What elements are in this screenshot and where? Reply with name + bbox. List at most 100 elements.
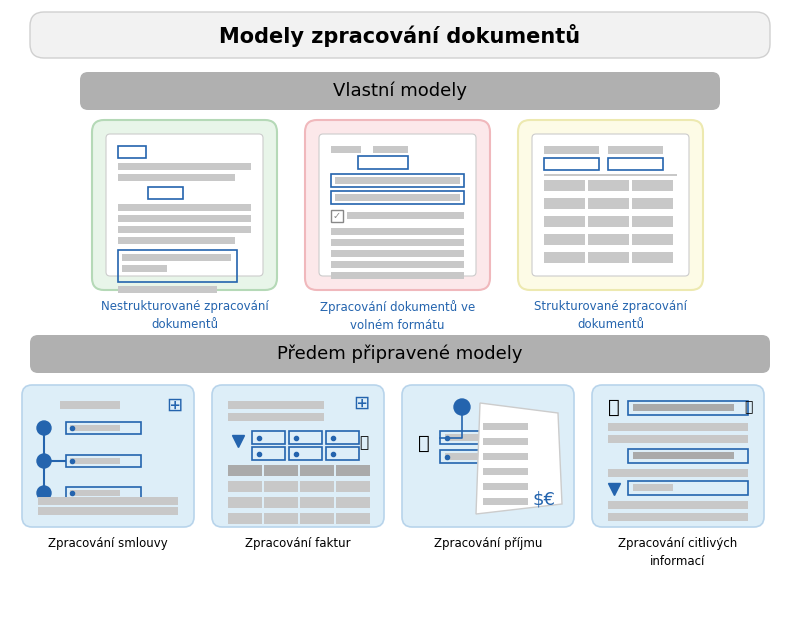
Bar [331,210,343,222]
Bar [228,401,324,409]
Text: ✓: ✓ [333,211,341,221]
Text: Zpracování citlivých
informací: Zpracování citlivých informací [618,537,738,568]
Bar [544,234,585,245]
FancyBboxPatch shape [305,120,490,290]
Bar [118,204,251,211]
Bar [300,465,334,476]
Bar [66,455,141,467]
Bar [228,465,262,476]
Bar [118,215,251,222]
FancyBboxPatch shape [532,134,689,276]
Bar [252,431,285,444]
Circle shape [37,421,51,435]
Text: 🪪: 🪪 [744,400,752,414]
Bar [252,447,285,460]
Bar [66,487,141,499]
Text: ⊞: ⊞ [353,394,369,413]
Bar [632,216,673,227]
Bar [228,413,324,421]
Circle shape [37,454,51,468]
Bar [70,458,120,464]
Bar [228,513,262,524]
Text: $€: $€ [533,490,555,508]
Bar [628,401,748,415]
Bar [264,465,298,476]
Bar [632,234,673,245]
Bar [331,174,464,187]
Bar [335,177,460,184]
Text: Zpracování příjmu: Zpracování příjmu [434,537,542,550]
Bar [544,174,677,176]
Bar [38,507,178,515]
Text: 📞: 📞 [418,434,430,452]
Bar [289,447,322,460]
FancyBboxPatch shape [592,385,764,527]
FancyBboxPatch shape [30,12,770,58]
Bar [445,453,480,460]
Text: Zpracování smlouvy: Zpracování smlouvy [48,537,168,550]
Bar [628,481,748,495]
Bar [632,180,673,191]
FancyBboxPatch shape [80,72,720,110]
FancyBboxPatch shape [22,385,194,527]
Bar [608,158,663,170]
Bar [326,447,359,460]
Bar [347,212,464,219]
Bar [483,483,528,490]
FancyBboxPatch shape [518,120,703,290]
Bar [122,265,167,272]
Bar [331,261,464,268]
Circle shape [454,399,470,415]
Bar [264,481,298,492]
Bar [608,146,663,154]
FancyBboxPatch shape [30,335,770,373]
Bar [331,272,464,279]
Bar [544,146,599,154]
Bar [326,431,359,444]
Bar [483,438,528,445]
Text: ⊞: ⊞ [166,396,182,415]
Bar [335,194,460,201]
Bar [608,501,748,509]
Bar [544,252,585,263]
Bar [608,435,748,443]
Bar [483,423,528,430]
Text: Vlastní modely: Vlastní modely [333,82,467,100]
Bar [336,465,370,476]
Bar [66,422,141,434]
Bar [483,453,528,460]
Bar [588,234,629,245]
Polygon shape [476,403,562,514]
Bar [228,497,262,508]
Bar [118,146,146,158]
Bar [373,146,408,153]
Bar [544,198,585,209]
Bar [300,481,334,492]
FancyBboxPatch shape [106,134,263,276]
Bar [445,434,480,441]
Bar [544,158,599,170]
Bar [608,423,748,431]
Bar [588,216,629,227]
Bar [633,484,673,491]
Bar [440,431,495,444]
Bar [331,146,361,153]
Bar [544,216,585,227]
Bar [118,174,235,181]
Bar [264,513,298,524]
Bar [118,250,237,282]
Bar [331,191,464,204]
Text: Zpracování dokumentů ve
volném formátu: Zpracování dokumentů ve volném formátu [320,300,475,332]
Bar [608,513,748,521]
FancyBboxPatch shape [92,120,277,290]
FancyBboxPatch shape [319,134,476,276]
Bar [118,226,251,233]
Bar [122,254,231,261]
Bar [118,286,217,293]
Bar [336,497,370,508]
Text: Zpracování faktur: Zpracování faktur [245,537,351,550]
Bar [289,431,322,444]
Bar [588,198,629,209]
Bar [336,481,370,492]
Bar [440,450,495,463]
